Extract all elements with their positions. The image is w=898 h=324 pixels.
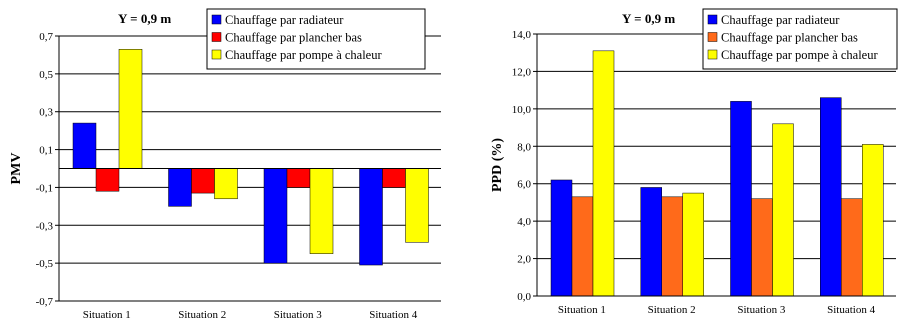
y-tick-label: 8,0 [517, 141, 531, 153]
bar [359, 168, 383, 266]
bar [550, 179, 573, 297]
y-tick-label: 0,3 [39, 107, 53, 119]
bar [730, 101, 752, 297]
legend-label: Chauffage par plancher bas [225, 31, 362, 45]
y-tick-label: 0,1 [39, 145, 53, 157]
legend-swatch [211, 49, 222, 60]
y-tick-label: -0,7 [36, 296, 54, 308]
ppd-chart-svg: 14,0 12,0 10,0 8,0 6,0 4,0 2,0 0,0 Situation 1 Si… [490, 8, 898, 316]
legend-label: Chauffage par plancher bas [721, 31, 858, 45]
y-tick-label: -0,5 [36, 258, 54, 270]
bar [118, 49, 143, 169]
category-label: Situation 2 [178, 309, 226, 321]
pmv-chart: 0,7 0,5 0,3 0,1 -0,1 -0,3 -0,5 -0,7 Situation 1 S… [9, 8, 441, 321]
bar [214, 168, 238, 200]
bar [191, 168, 215, 194]
bar [263, 168, 288, 264]
legend-label: Chauffage par pompe à chaleur [225, 48, 382, 62]
category-label: Situation 3 [737, 304, 785, 316]
legend-box [206, 8, 426, 70]
legend-label: Chauffage par radiateur [225, 13, 344, 27]
bar [405, 168, 429, 243]
bar [751, 198, 773, 297]
bar [661, 196, 683, 297]
y-axis-label: PMV [9, 153, 24, 185]
bar [382, 168, 406, 188]
y-tick-label: 14,0 [512, 29, 532, 41]
chart-header: Y = 0,9 m [118, 11, 171, 26]
bar [571, 196, 594, 297]
category-label: Situation 4 [827, 304, 875, 316]
y-tick-label: 12,0 [512, 66, 532, 78]
category-label: Situation 4 [369, 309, 417, 321]
bar [168, 168, 192, 207]
bar [820, 97, 842, 297]
bar [95, 168, 120, 192]
legend-box [702, 8, 898, 70]
bar [772, 123, 794, 297]
y-tick-label: 0,5 [39, 69, 53, 81]
y-tick-label: -0,3 [36, 220, 54, 232]
legend-swatch [707, 14, 718, 25]
bar [592, 50, 615, 297]
y-tick-label: 0,0 [517, 291, 531, 303]
chart-header: Y = 0,9 m [622, 11, 675, 26]
category-label: Situation 1 [558, 304, 606, 316]
bar [286, 168, 311, 188]
pmv-chart-svg: 0,7 0,5 0,3 0,1 -0,1 -0,3 -0,5 -0,7 Situation 1 S… [9, 8, 441, 321]
y-tick-label: 10,0 [512, 104, 532, 116]
bar [309, 168, 334, 254]
bar [640, 187, 662, 297]
y-tick-label: 4,0 [517, 216, 531, 228]
legend-swatch [707, 49, 718, 60]
bar [862, 144, 884, 297]
legend-label: Chauffage par pompe à chaleur [721, 48, 878, 62]
category-label: Situation 3 [274, 309, 322, 321]
legend-swatch [211, 14, 222, 25]
legend-swatch [707, 32, 718, 42]
category-label: Situation 2 [648, 304, 696, 316]
y-axis-label: PPD (%) [490, 138, 505, 192]
y-tick-label: 0,7 [39, 31, 53, 43]
bar [682, 192, 704, 297]
bar [72, 122, 97, 169]
legend-label: Chauffage par radiateur [721, 13, 840, 27]
ppd-chart: 14,0 12,0 10,0 8,0 6,0 4,0 2,0 0,0 Situation 1 Si… [449, 0, 898, 324]
y-tick-label: -0,1 [36, 182, 53, 194]
y-tick-label: 6,0 [517, 179, 531, 191]
y-tick-label: 2,0 [517, 254, 531, 266]
category-label: Situation 1 [83, 309, 131, 321]
bar [841, 198, 863, 297]
legend-swatch [211, 32, 222, 42]
